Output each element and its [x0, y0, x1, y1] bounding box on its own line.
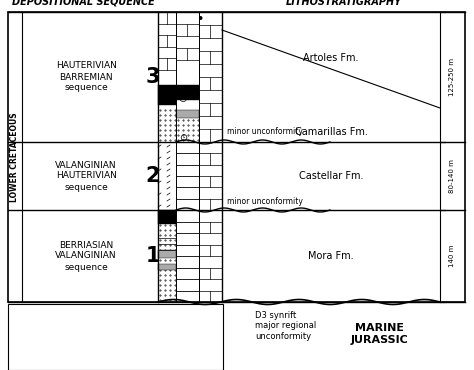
Text: VALANGINIAN: VALANGINIAN [55, 252, 117, 260]
Bar [158, 264, 176, 270]
Text: 80-140 m: 80-140 m [449, 159, 456, 193]
Bar [158, 250, 176, 258]
Text: 125-250 m: 125-250 m [449, 58, 456, 96]
Text: ↔↔: ↔↔ [16, 334, 28, 340]
Text: 2: 2 [146, 166, 160, 186]
Text: Camarillas Fm.: Camarillas Fm. [294, 127, 367, 137]
Text: Parallel stratification: Parallel stratification [35, 352, 100, 357]
Text: Ostreids: Ostreids [140, 334, 166, 340]
Text: 140 m: 140 m [449, 245, 456, 267]
Text: minor unconformity: minor unconformity [227, 197, 303, 206]
Text: BERRIASIAN: BERRIASIAN [59, 240, 113, 249]
Bar [158, 85, 176, 105]
Text: Cross-stratification: Cross-stratification [35, 334, 94, 340]
Text: Through stratifications: Through stratifications [35, 317, 106, 323]
Text: MARINE
JURASSIC: MARINE JURASSIC [351, 323, 409, 345]
Text: BARREMIAN: BARREMIAN [59, 73, 113, 81]
Text: LITHOSTRATIGRAPHY: LITHOSTRATIGRAPHY [285, 0, 401, 7]
Text: D3 synrift
major regional
unconformity: D3 synrift major regional unconformity [255, 311, 316, 341]
Bar [158, 210, 176, 224]
Text: Characeas: Characeas [140, 352, 173, 357]
Text: ⊙: ⊙ [125, 351, 131, 357]
Text: VALANGINIAN: VALANGINIAN [55, 161, 117, 169]
Bar [176, 85, 199, 100]
Bar [8, 304, 223, 370]
Text: 3: 3 [146, 67, 160, 87]
Text: HAUTERIVIAN: HAUTERIVIAN [56, 61, 117, 71]
Text: Mora Fm.: Mora Fm. [308, 251, 354, 261]
Text: HAUTERIVIAN: HAUTERIVIAN [56, 172, 117, 181]
Text: sequence: sequence [64, 84, 108, 92]
Text: DEPOSITIONAL SEQUENCE: DEPOSITIONAL SEQUENCE [12, 0, 155, 7]
Text: Artoles Fm.: Artoles Fm. [303, 53, 359, 63]
Bar [176, 110, 199, 118]
Text: 1: 1 [146, 246, 160, 266]
Bar [8, 12, 465, 302]
Text: LOWER CRETACEOUS: LOWER CRETACEOUS [10, 112, 19, 202]
Text: =: = [19, 351, 25, 357]
Text: ⊙: ⊙ [179, 133, 187, 143]
Text: Organic matter: Organic matter [140, 317, 188, 323]
Text: Castellar Fm.: Castellar Fm. [299, 171, 363, 181]
Text: •: • [196, 13, 204, 27]
Text: ~↵: ~↵ [16, 317, 28, 323]
Text: sequence: sequence [64, 182, 108, 192]
Text: minor unconformity: minor unconformity [227, 127, 303, 136]
Text: ★: ★ [125, 317, 131, 323]
Text: sequence: sequence [64, 262, 108, 272]
Text: ○: ○ [179, 93, 188, 103]
Text: ○: ○ [125, 334, 131, 340]
